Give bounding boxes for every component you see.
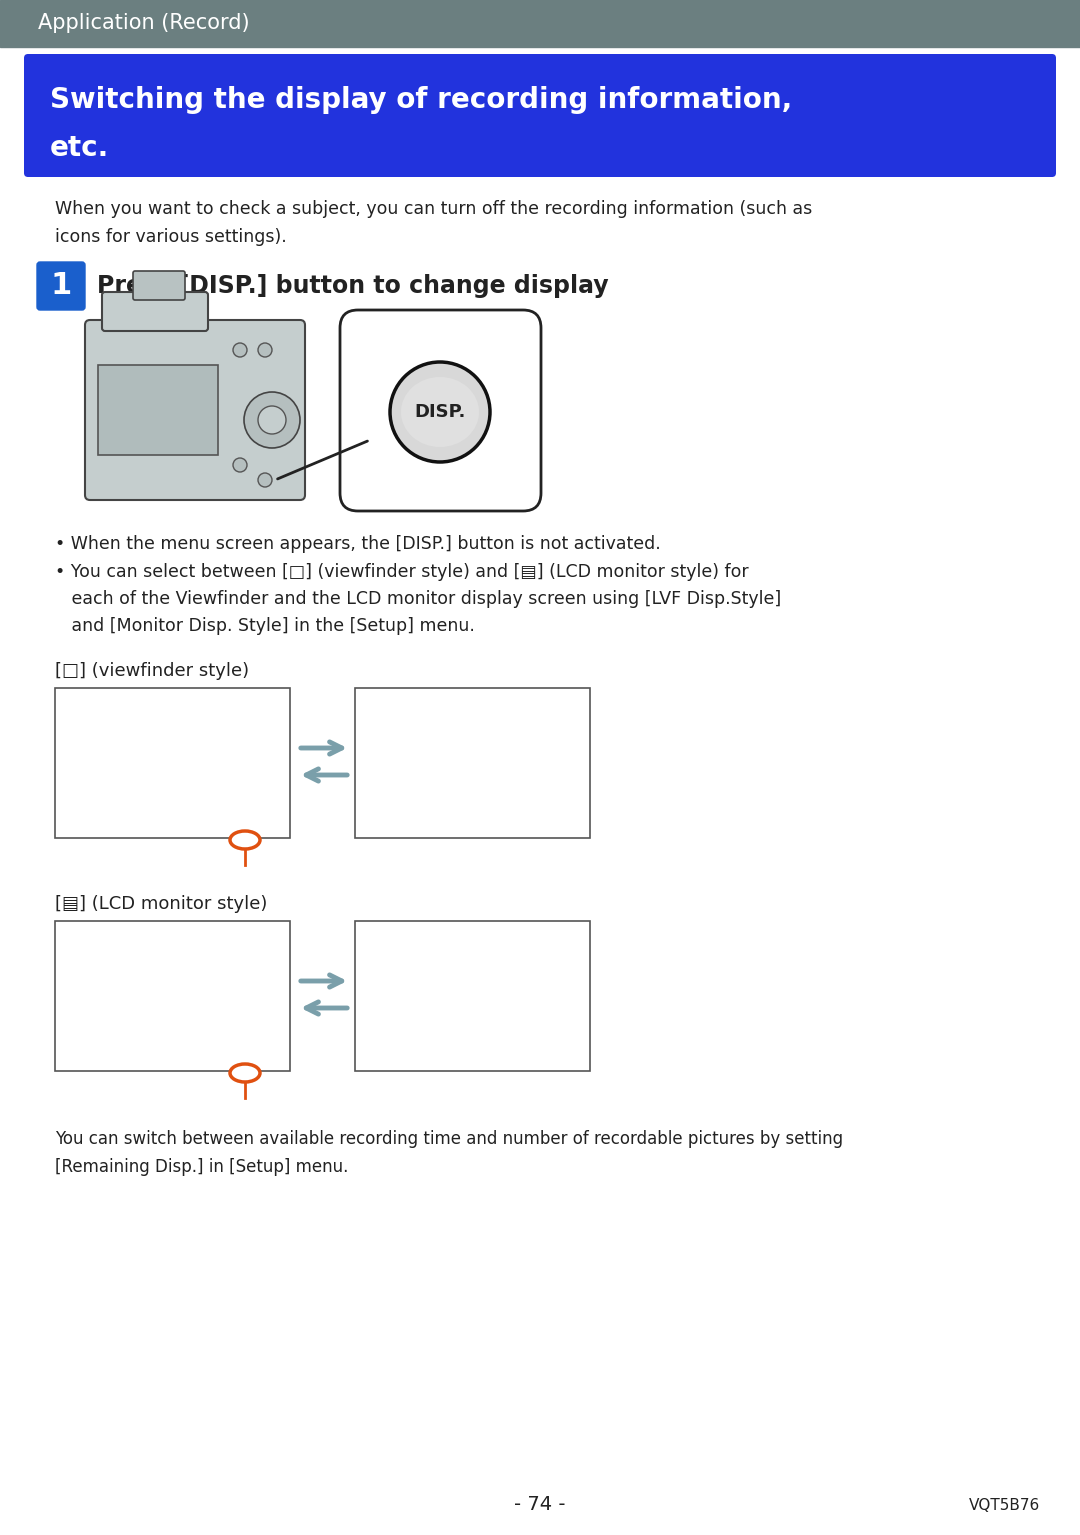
FancyBboxPatch shape: [37, 262, 85, 310]
Text: 1: 1: [51, 272, 71, 301]
Bar: [55, 688, 291, 838]
Text: • You can select between [□] (viewfinder style) and [▤] (LCD monitor style) for: • You can select between [□] (viewfinder…: [55, 563, 748, 582]
Text: Press [DISP.] button to change display: Press [DISP.] button to change display: [97, 275, 609, 298]
Text: VQT5B76: VQT5B76: [969, 1498, 1040, 1512]
Text: each of the Viewfinder and the LCD monitor display screen using [LVF Disp.Style]: each of the Viewfinder and the LCD monit…: [55, 589, 781, 608]
Text: When you want to check a subject, you can turn off the recording information (su: When you want to check a subject, you ca…: [55, 200, 812, 218]
Text: and [Monitor Disp. Style] in the [Setup] menu.: and [Monitor Disp. Style] in the [Setup]…: [55, 617, 475, 635]
Text: [□] (viewfinder style): [□] (viewfinder style): [55, 662, 249, 680]
FancyBboxPatch shape: [340, 310, 541, 511]
Circle shape: [233, 342, 247, 358]
Text: icons for various settings).: icons for various settings).: [55, 229, 287, 246]
Circle shape: [233, 457, 247, 471]
Text: Application (Record): Application (Record): [38, 12, 249, 32]
Circle shape: [258, 405, 286, 434]
Circle shape: [244, 391, 300, 448]
Circle shape: [390, 362, 490, 462]
Text: You can switch between available recording time and number of recordable picture: You can switch between available recordi…: [55, 1130, 843, 1148]
Bar: [98, 365, 218, 454]
FancyBboxPatch shape: [24, 54, 1056, 177]
Text: [Remaining Disp.] in [Setup] menu.: [Remaining Disp.] in [Setup] menu.: [55, 1157, 349, 1176]
Ellipse shape: [230, 1064, 260, 1082]
FancyBboxPatch shape: [102, 292, 208, 332]
Text: - 74 -: - 74 -: [514, 1495, 566, 1515]
Text: • When the menu screen appears, the [DISP.] button is not activated.: • When the menu screen appears, the [DIS…: [55, 536, 661, 553]
FancyBboxPatch shape: [85, 319, 305, 500]
Circle shape: [258, 342, 272, 358]
FancyBboxPatch shape: [133, 272, 185, 299]
Bar: [355, 688, 590, 838]
Ellipse shape: [230, 830, 260, 849]
Text: DISP.: DISP.: [415, 404, 465, 421]
Text: Switching the display of recording information,: Switching the display of recording infor…: [50, 86, 793, 114]
Text: etc.: etc.: [50, 134, 109, 163]
Circle shape: [258, 473, 272, 487]
Bar: [355, 921, 590, 1071]
Bar: [0, 0, 1080, 48]
Text: [▤] (LCD monitor style): [▤] (LCD monitor style): [55, 895, 268, 913]
Bar: [55, 921, 291, 1071]
Ellipse shape: [401, 378, 480, 447]
